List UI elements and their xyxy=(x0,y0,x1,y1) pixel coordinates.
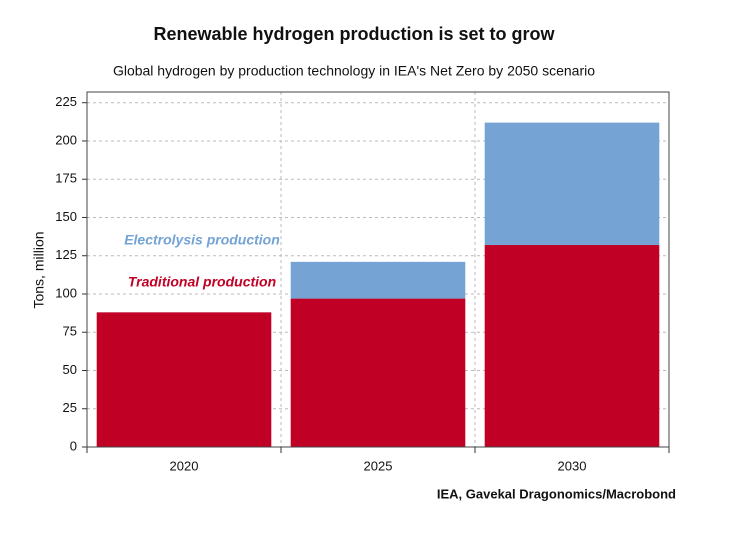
y-tick-label: 100 xyxy=(55,285,77,300)
legend-label: Electrolysis production xyxy=(124,232,280,248)
y-tick-label: 75 xyxy=(63,324,77,339)
y-tick-label: 225 xyxy=(55,94,77,109)
y-tick-label: 125 xyxy=(55,247,77,262)
y-tick-label: 25 xyxy=(63,400,77,415)
y-tick-label: 200 xyxy=(55,132,77,147)
bar-segment xyxy=(484,245,660,447)
bar-segment xyxy=(290,261,466,299)
chart-subtitle: Global hydrogen by production technology… xyxy=(113,63,595,79)
plot-frame xyxy=(86,91,670,448)
bar-segment xyxy=(290,298,466,447)
y-tick-label: 150 xyxy=(55,209,77,224)
legend-label: Traditional production xyxy=(128,274,276,290)
y-tick-label: 175 xyxy=(55,171,77,186)
source: IEA, Gavekal Dragonomics/Macrobond xyxy=(437,486,676,501)
x-tick-label: 2025 xyxy=(364,458,393,473)
y-tick-label: 50 xyxy=(63,362,77,377)
y-axis-label: Tons, million xyxy=(31,231,47,308)
bar-segment xyxy=(96,312,272,447)
x-tick-label: 2020 xyxy=(170,458,199,473)
y-tick-label: 0 xyxy=(70,438,77,453)
chart-title: Renewable hydrogen production is set to … xyxy=(153,24,555,44)
bar-segment xyxy=(484,122,660,246)
x-tick-label: 2030 xyxy=(558,458,587,473)
